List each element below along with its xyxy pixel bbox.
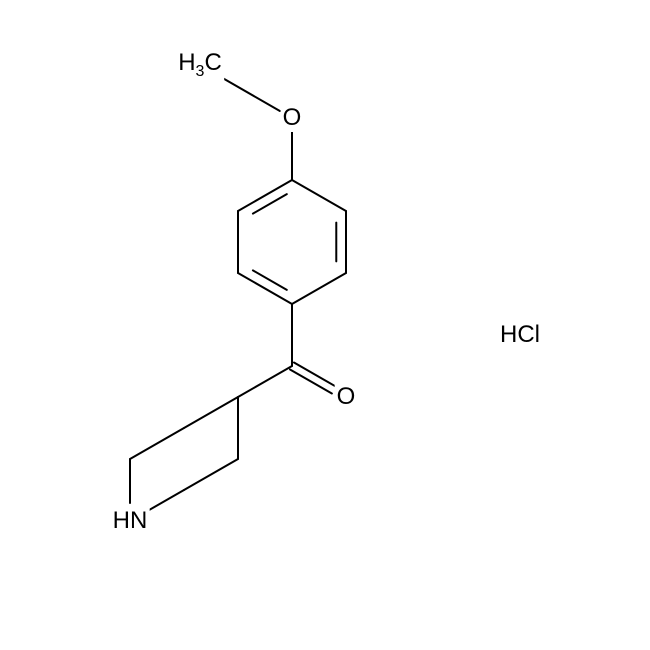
atom-o_top: O [281,104,304,132]
atom-hcl: HCl [498,321,542,349]
atom-ch3_top: H3C [176,49,224,81]
atom-pipN: HN [111,507,150,535]
bond-layer [0,0,650,650]
molecule-canvas: H3C O O HN HCl [0,0,650,650]
atom-co_o: O [335,383,358,411]
